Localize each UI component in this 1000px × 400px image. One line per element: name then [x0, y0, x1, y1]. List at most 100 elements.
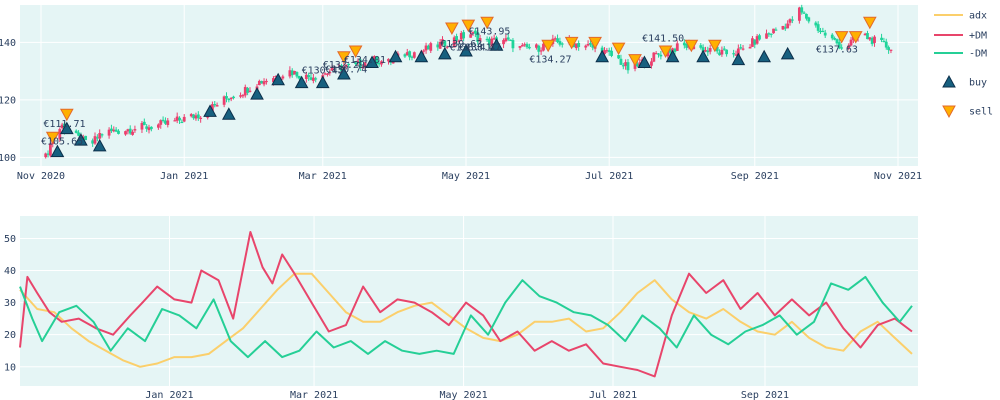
price-annotation: €132.29 [323, 60, 365, 71]
candle-body [159, 120, 163, 125]
candle-body [241, 95, 245, 97]
candle-body [753, 39, 757, 45]
candle-body [668, 49, 672, 53]
candle-body [347, 63, 350, 66]
candle-body [60, 124, 64, 129]
candle-body [880, 37, 883, 41]
price-x-tick-label: Nov 2020 [17, 171, 65, 182]
candle-body [133, 129, 137, 131]
candle-body [783, 27, 787, 29]
candle-body [502, 40, 505, 45]
candle-body [504, 38, 508, 42]
candle-body [870, 37, 874, 45]
candle-body [715, 46, 719, 52]
sell-marker [588, 36, 602, 50]
candle-body [84, 135, 88, 141]
candle-body [556, 38, 559, 43]
candle-body [889, 49, 893, 51]
candle-body [774, 29, 778, 31]
price-y-tick-label: 120 [0, 95, 16, 106]
candle-body [805, 13, 808, 19]
price-annotation: €134.01 [344, 55, 386, 66]
candle-body [222, 96, 226, 105]
candle-body [262, 81, 266, 85]
price-annotation: €143.95 [468, 27, 510, 38]
candle-body [213, 104, 217, 106]
candle-body [112, 129, 116, 132]
candle-body [330, 66, 334, 71]
price-plot-area [20, 5, 918, 166]
buy-marker [271, 72, 285, 86]
candle-body [196, 114, 200, 119]
indicator-y-tick-label: 20 [4, 330, 16, 341]
candle-body [722, 48, 726, 50]
candle-body [246, 88, 250, 93]
candle-body [436, 44, 440, 48]
candle-body [260, 81, 264, 84]
candle-body [490, 38, 494, 47]
candle-body [673, 48, 677, 52]
buy-marker [637, 55, 652, 68]
candle-body [114, 129, 118, 132]
candle-body [323, 73, 327, 75]
series-line-minusdm [19, 275, 913, 359]
candle-body [704, 49, 707, 52]
candle-body [675, 43, 679, 51]
candle-body [248, 90, 252, 92]
candle-body [145, 126, 149, 129]
candle-body [147, 127, 151, 131]
buy-marker [337, 66, 351, 80]
candle-body [469, 34, 473, 38]
candle-body [807, 17, 811, 22]
price-y-tick-label: 140 [0, 38, 16, 49]
candle-body [685, 43, 689, 48]
buy-marker [74, 133, 88, 146]
candle-body [178, 117, 181, 121]
candle-body [48, 143, 52, 156]
sell-marker [45, 131, 60, 145]
sell-marker [337, 51, 351, 64]
candle-body [624, 62, 628, 66]
buy-marker [459, 43, 473, 57]
buy-marker [388, 49, 403, 63]
candle-body [619, 58, 623, 65]
candle-body [650, 61, 653, 66]
candle-body [492, 38, 496, 40]
buy-marker [438, 46, 452, 60]
sell-marker [564, 36, 579, 50]
candle-body [478, 38, 482, 42]
candle-body [126, 129, 130, 132]
buy-marker [731, 52, 746, 66]
candle-body [553, 38, 557, 40]
candle-body [476, 32, 480, 42]
buy-marker [92, 138, 107, 152]
candle-body [140, 123, 144, 130]
candle-body [408, 51, 412, 58]
candle-body [314, 78, 318, 80]
candle-body [173, 120, 177, 122]
candle-body [802, 12, 806, 14]
candle-body [452, 37, 456, 48]
sell-marker [461, 19, 476, 33]
candle-body [375, 56, 379, 65]
candle-body [199, 117, 203, 119]
price-annotation: €137.63 [816, 45, 858, 56]
series-line-plusdm [19, 231, 913, 378]
candle-body [518, 46, 522, 48]
candle-body [607, 50, 611, 52]
candle-body [509, 39, 512, 41]
candle-body [621, 65, 625, 67]
candle-body [635, 63, 639, 67]
candle-body [215, 105, 219, 107]
candle-body [403, 54, 407, 57]
candle-body [882, 40, 886, 43]
candle-body [790, 19, 794, 21]
indicator-y-tick-label: 10 [4, 362, 16, 373]
candle-body [488, 38, 491, 46]
sell-marker [348, 45, 363, 59]
candle-body [412, 52, 416, 58]
candle-body [739, 47, 743, 49]
candle-body [304, 74, 308, 80]
buy-marker [203, 104, 217, 117]
buy-marker [59, 121, 74, 135]
